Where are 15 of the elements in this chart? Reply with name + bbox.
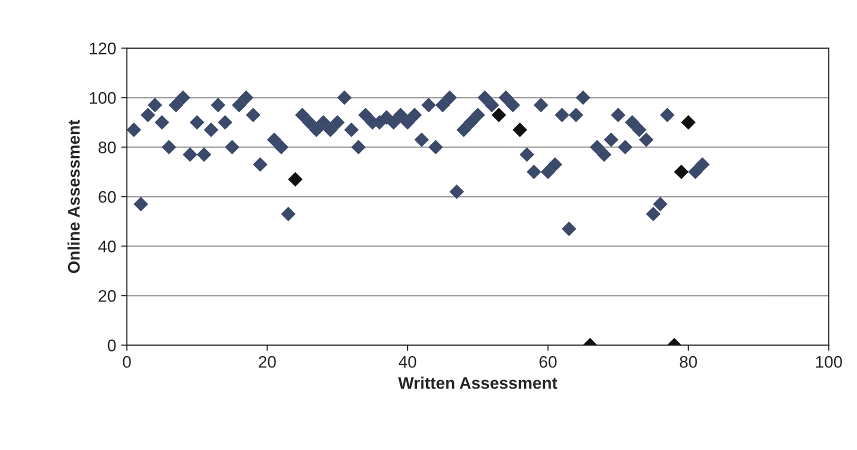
y-tick-label: 60 [98,191,116,203]
x-tick-label: 20 [258,356,276,368]
x-axis-title: Written Assessment [398,376,558,389]
x-tick-label: 100 [816,356,842,368]
y-tick-label: 0 [108,340,116,352]
x-tick-label: 80 [680,356,697,368]
x-tick-label: 40 [398,356,416,368]
y-tick-label: 80 [98,142,116,154]
y-tick-label: 40 [98,240,116,252]
y-tick-label: 20 [98,290,116,302]
y-axis-title: Online Assessment [68,120,80,273]
y-tick-label: 120 [90,42,116,54]
x-tick-label: 60 [540,356,557,368]
x-tick-label: 0 [122,356,131,368]
y-tick-label: 100 [90,92,116,104]
